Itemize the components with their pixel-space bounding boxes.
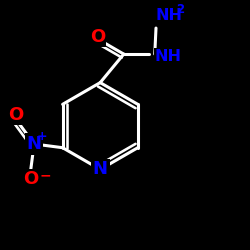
- Text: N: N: [93, 160, 108, 178]
- Text: O: O: [23, 170, 38, 188]
- Text: +: +: [37, 130, 48, 142]
- Text: 2: 2: [176, 3, 184, 16]
- Text: O: O: [8, 106, 23, 124]
- Text: O: O: [90, 28, 105, 46]
- Text: NH: NH: [156, 8, 183, 23]
- Text: −: −: [40, 168, 52, 182]
- Text: NH: NH: [155, 49, 182, 64]
- Text: N: N: [26, 135, 42, 153]
